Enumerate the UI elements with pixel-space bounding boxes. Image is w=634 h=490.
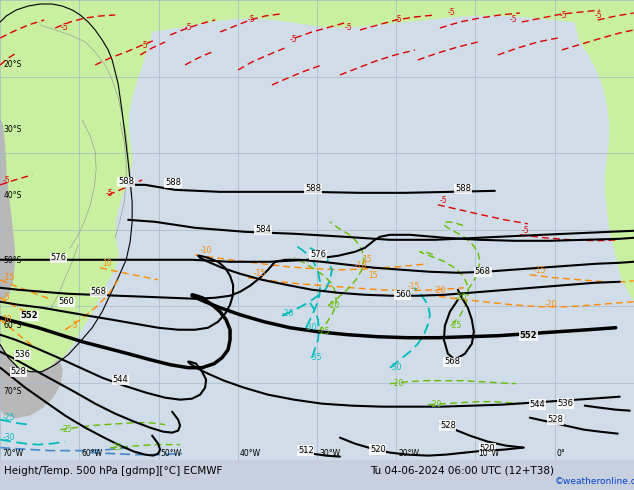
Polygon shape — [600, 0, 634, 5]
Text: -30: -30 — [305, 323, 318, 332]
Text: 30°W: 30°W — [319, 449, 340, 458]
Text: -5: -5 — [3, 293, 10, 302]
Text: 588: 588 — [455, 184, 471, 194]
Text: 20°W: 20°W — [399, 449, 420, 458]
Text: 70°W: 70°W — [3, 449, 23, 458]
Text: 40°S: 40°S — [3, 191, 22, 200]
Text: 50°W: 50°W — [160, 449, 181, 458]
Polygon shape — [575, 0, 634, 300]
Text: 552: 552 — [520, 331, 538, 340]
Text: 50°S: 50°S — [3, 256, 22, 265]
Text: 520: 520 — [480, 444, 496, 453]
Text: 568: 568 — [444, 357, 460, 366]
Text: -10: -10 — [355, 261, 367, 270]
Text: Height/Temp. 500 hPa [gdmp][°C] ECMWF: Height/Temp. 500 hPa [gdmp][°C] ECMWF — [4, 466, 223, 476]
Text: -5: -5 — [448, 8, 455, 17]
Text: -15: -15 — [3, 273, 15, 282]
Text: -5: -5 — [70, 321, 78, 330]
Text: -30: -30 — [3, 433, 15, 441]
Text: 20°S: 20°S — [3, 60, 22, 70]
Text: -15: -15 — [534, 266, 547, 275]
Text: 60°S: 60°S — [3, 321, 22, 330]
Text: 588: 588 — [165, 178, 181, 187]
Text: 15: 15 — [362, 255, 372, 264]
Text: 40°W: 40°W — [240, 449, 261, 458]
Text: -20: -20 — [545, 300, 557, 309]
Text: -20: -20 — [430, 400, 443, 409]
Text: -20: -20 — [282, 309, 294, 318]
Text: -5: -5 — [290, 35, 297, 44]
Text: -20: -20 — [392, 379, 404, 388]
Text: -5: -5 — [3, 176, 10, 185]
Text: -5: -5 — [522, 226, 529, 235]
Polygon shape — [0, 0, 634, 32]
Text: 528: 528 — [548, 415, 564, 424]
Text: -20: -20 — [455, 293, 467, 302]
Text: 528: 528 — [10, 367, 26, 376]
Text: 60°W: 60°W — [81, 449, 102, 458]
Polygon shape — [0, 0, 160, 372]
Text: 560: 560 — [58, 297, 74, 306]
Text: 10°W: 10°W — [478, 449, 499, 458]
Text: 30°S: 30°S — [3, 125, 22, 134]
Text: -10: -10 — [200, 246, 212, 255]
Ellipse shape — [27, 382, 49, 393]
Text: 576: 576 — [310, 250, 326, 259]
Text: 544: 544 — [530, 400, 546, 409]
Text: 560: 560 — [395, 290, 411, 299]
Text: -35: -35 — [310, 353, 323, 362]
Text: 568: 568 — [90, 287, 106, 296]
Text: -5: -5 — [185, 23, 193, 32]
Text: 10: 10 — [102, 259, 112, 268]
Text: 25: 25 — [112, 442, 122, 452]
Text: -5: -5 — [140, 41, 148, 50]
Text: 536: 536 — [14, 350, 30, 359]
Text: 576: 576 — [50, 253, 66, 262]
Polygon shape — [0, 345, 62, 417]
Text: 528: 528 — [440, 421, 456, 430]
Text: 588: 588 — [118, 177, 134, 186]
Text: 15: 15 — [368, 271, 378, 280]
Text: -25: -25 — [318, 327, 330, 336]
Text: 544: 544 — [112, 375, 128, 384]
Text: -5: -5 — [60, 23, 68, 32]
Text: 536: 536 — [558, 399, 574, 408]
Text: -5: -5 — [510, 15, 517, 24]
Text: 0°: 0° — [557, 449, 566, 458]
Text: -30: -30 — [390, 363, 403, 372]
Text: Tu 04-06-2024 06:00 UTC (12+T38): Tu 04-06-2024 06:00 UTC (12+T38) — [370, 466, 554, 476]
Text: -5: -5 — [395, 15, 403, 24]
Text: 10: 10 — [3, 315, 12, 324]
Text: -25: -25 — [450, 321, 462, 330]
Text: 25: 25 — [62, 425, 72, 434]
Text: -20: -20 — [328, 301, 340, 310]
Text: -5: -5 — [345, 23, 353, 32]
Text: 568: 568 — [475, 267, 491, 276]
Text: -25: -25 — [3, 413, 15, 422]
Text: 588: 588 — [305, 184, 321, 194]
Text: 70°S: 70°S — [3, 387, 22, 396]
Text: 584: 584 — [255, 225, 271, 234]
Text: -20: -20 — [434, 286, 446, 295]
Text: -5: -5 — [105, 189, 113, 198]
Text: ©weatheronline.co.uk: ©weatheronline.co.uk — [555, 477, 634, 487]
Text: 552: 552 — [20, 311, 38, 320]
Text: -5: -5 — [560, 11, 567, 20]
Text: 520: 520 — [370, 445, 385, 454]
Text: -5: -5 — [595, 11, 602, 20]
Text: -5: -5 — [248, 15, 256, 24]
Text: -15: -15 — [408, 282, 420, 291]
Text: -5: -5 — [440, 196, 448, 205]
Text: 512: 512 — [298, 446, 314, 455]
Polygon shape — [0, 120, 14, 300]
Text: -15: -15 — [254, 269, 266, 278]
